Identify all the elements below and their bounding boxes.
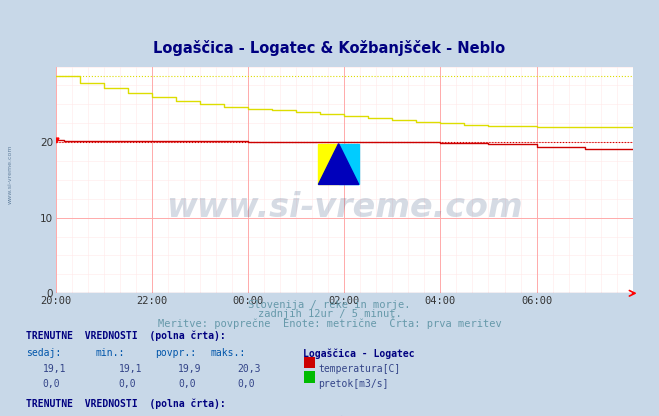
Text: www.si-vreme.com: www.si-vreme.com — [166, 191, 523, 224]
Text: 20,3: 20,3 — [237, 364, 261, 374]
Text: 19,9: 19,9 — [178, 364, 202, 374]
Text: povpr.:: povpr.: — [155, 348, 196, 358]
Text: 19,1: 19,1 — [43, 364, 67, 374]
Text: Slovenija / reke in morje.: Slovenija / reke in morje. — [248, 300, 411, 310]
Polygon shape — [318, 144, 339, 184]
Text: sedaj:: sedaj: — [26, 348, 61, 358]
Text: maks.:: maks.: — [211, 348, 246, 358]
Text: 0,0: 0,0 — [119, 379, 136, 389]
Text: TRENUTNE  VREDNOSTI  (polna črta):: TRENUTNE VREDNOSTI (polna črta): — [26, 331, 226, 341]
Text: 0,0: 0,0 — [178, 379, 196, 389]
Polygon shape — [339, 144, 358, 184]
Text: Logaščica - Logatec & Kožbanjšček - Neblo: Logaščica - Logatec & Kožbanjšček - Nebl… — [154, 40, 505, 56]
Text: www.si-vreme.com: www.si-vreme.com — [8, 145, 13, 205]
Text: 0,0: 0,0 — [43, 379, 61, 389]
Text: Logaščica - Logatec: Logaščica - Logatec — [303, 348, 415, 359]
Text: temperatura[C]: temperatura[C] — [318, 364, 401, 374]
Text: 19,1: 19,1 — [119, 364, 142, 374]
Text: 0,0: 0,0 — [237, 379, 255, 389]
Text: Meritve: povprečne  Enote: metrične  Črta: prva meritev: Meritve: povprečne Enote: metrične Črta:… — [158, 317, 501, 329]
Text: min.:: min.: — [96, 348, 125, 358]
Polygon shape — [318, 144, 358, 184]
Text: TRENUTNE  VREDNOSTI  (polna črta):: TRENUTNE VREDNOSTI (polna črta): — [26, 399, 226, 409]
Text: zadnjih 12ur / 5 minut.: zadnjih 12ur / 5 minut. — [258, 309, 401, 319]
Text: pretok[m3/s]: pretok[m3/s] — [318, 379, 389, 389]
